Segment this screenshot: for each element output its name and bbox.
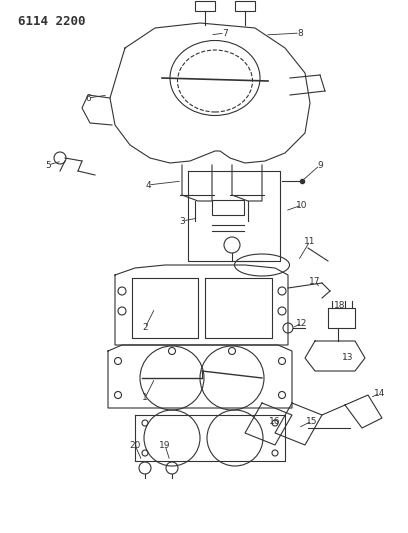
- Text: 2: 2: [142, 324, 148, 333]
- Text: 4: 4: [145, 181, 151, 190]
- Text: 19: 19: [159, 440, 171, 449]
- Text: 17: 17: [309, 277, 321, 286]
- Text: 6114 2200: 6114 2200: [18, 15, 86, 28]
- Text: 20: 20: [129, 440, 141, 449]
- Text: 7: 7: [222, 28, 228, 37]
- Text: 15: 15: [306, 416, 318, 425]
- Text: 11: 11: [304, 237, 316, 246]
- Text: 10: 10: [296, 200, 308, 209]
- Text: 1: 1: [142, 393, 148, 402]
- Text: 6: 6: [85, 93, 91, 102]
- Text: 8: 8: [297, 28, 303, 37]
- Text: 3: 3: [179, 216, 185, 225]
- Text: 16: 16: [269, 416, 281, 425]
- Text: 13: 13: [342, 353, 354, 362]
- Text: 12: 12: [296, 319, 308, 327]
- Text: 14: 14: [374, 389, 386, 398]
- Text: 5: 5: [45, 160, 51, 169]
- Text: 18: 18: [334, 301, 346, 310]
- Text: 9: 9: [317, 160, 323, 169]
